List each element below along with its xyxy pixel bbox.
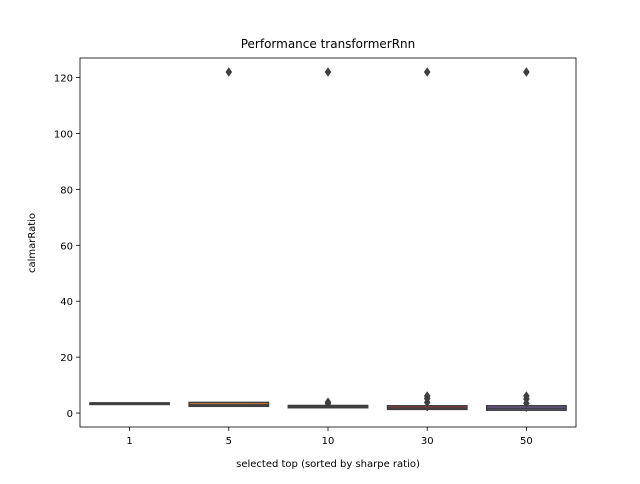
y-axis-label: calmarRatio — [27, 213, 38, 273]
box-group-10 — [287, 67, 369, 409]
x-tick-label: 30 — [421, 436, 434, 447]
box-group-1 — [89, 402, 171, 406]
outlier-point — [423, 67, 431, 77]
y-tick-label: 80 — [60, 185, 73, 196]
x-tick-label: 5 — [226, 436, 232, 447]
outlier-point — [324, 397, 332, 407]
y-tick-label: 120 — [54, 74, 73, 85]
chart-title: Performance transformerRnn — [241, 37, 416, 51]
x-tick-label: 10 — [322, 436, 335, 447]
outlier-point — [523, 391, 530, 401]
x-tick-label: 1 — [126, 436, 132, 447]
y-tick-label: 0 — [67, 409, 73, 420]
y-tick-label: 100 — [54, 129, 73, 140]
box-group-50 — [485, 67, 567, 412]
plot-area: 0 20 40 60 80 100 120 1 5 10 30 50 — [54, 57, 577, 447]
outlier-point — [324, 67, 332, 77]
y-tick-label: 20 — [60, 353, 73, 364]
box-group-30 — [386, 67, 468, 412]
y-tick-label: 60 — [60, 241, 73, 252]
x-tick-label: 50 — [520, 436, 533, 447]
x-axis-label: selected top (sorted by sharpe ratio) — [236, 459, 420, 470]
outlier-point — [423, 391, 431, 401]
box-group-5 — [188, 67, 270, 408]
y-tick-label: 40 — [60, 297, 73, 308]
axes-frame — [79, 57, 577, 428]
outlier-point — [523, 67, 530, 77]
outlier-point — [225, 67, 233, 77]
